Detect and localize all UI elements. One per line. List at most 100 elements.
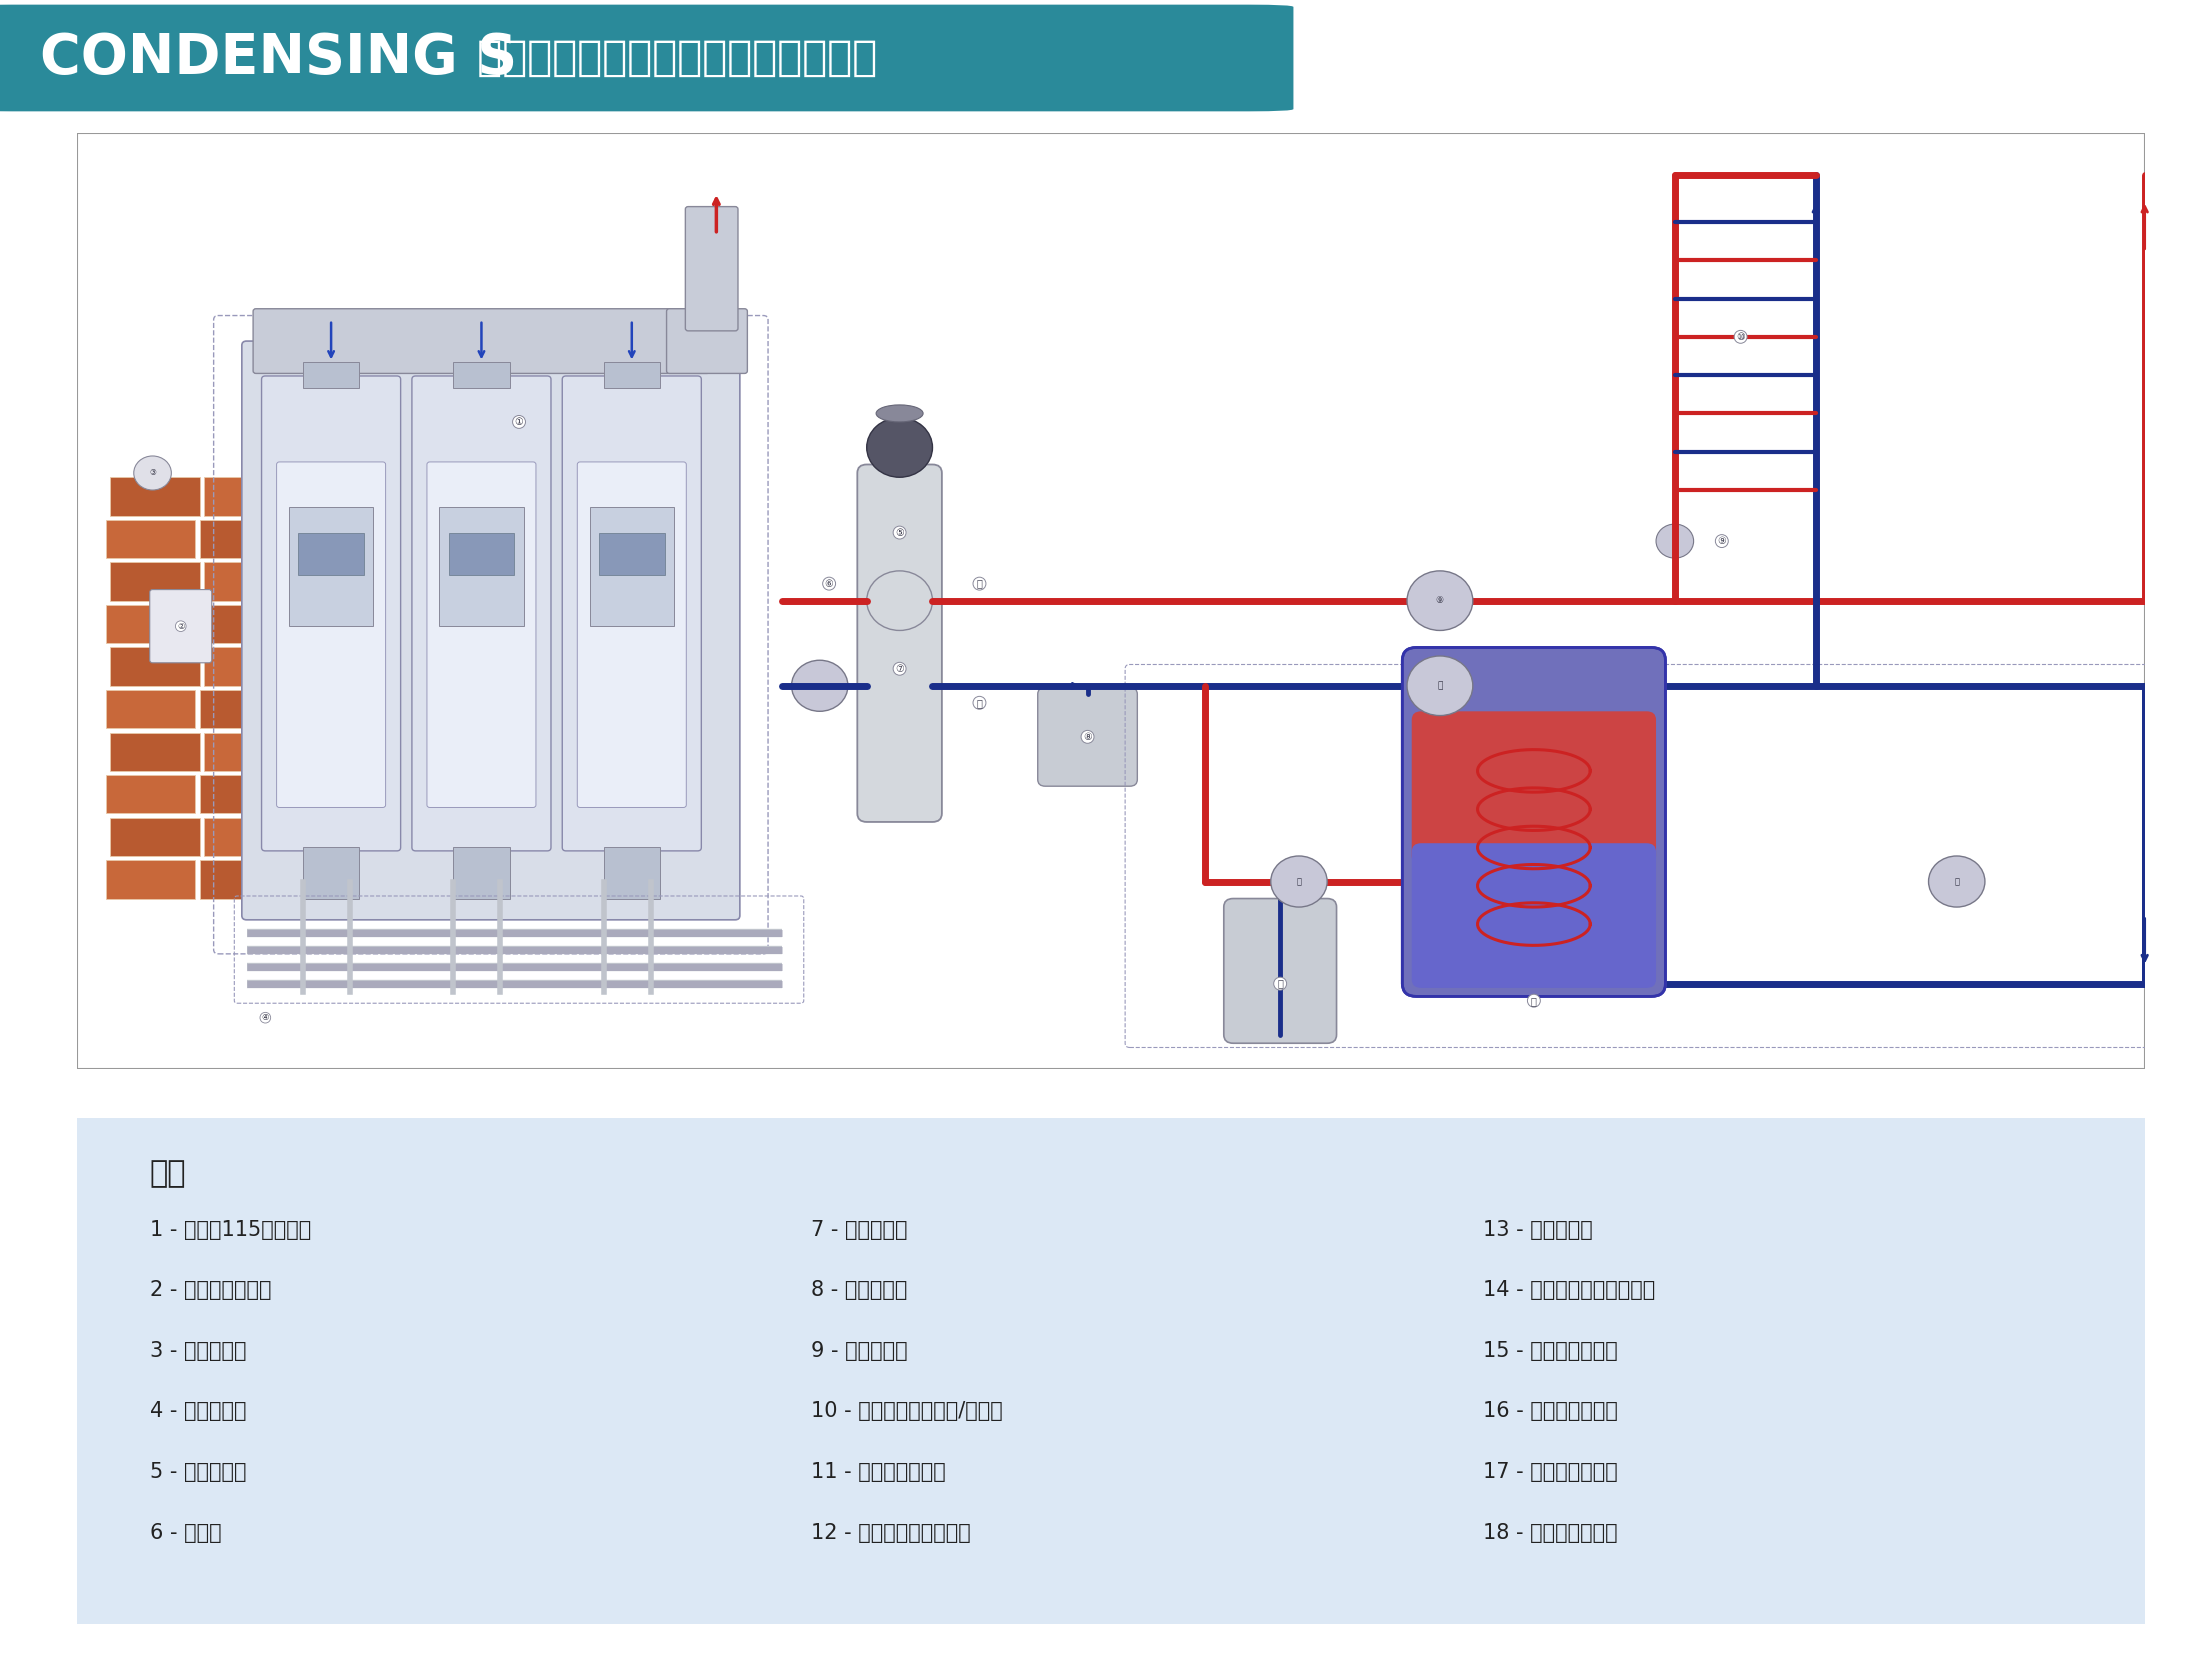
Bar xyxy=(111,562,199,601)
Text: ⑥: ⑥ xyxy=(825,578,834,588)
Bar xyxy=(599,532,666,575)
FancyBboxPatch shape xyxy=(411,376,551,852)
Bar xyxy=(449,532,515,575)
Circle shape xyxy=(1928,857,1985,906)
Text: ⑨: ⑨ xyxy=(1435,597,1444,605)
Bar xyxy=(106,689,195,729)
Text: 13 - 热水用户端: 13 - 热水用户端 xyxy=(1484,1220,1592,1239)
Text: 11 - 生活热水循环泵: 11 - 生活热水循环泵 xyxy=(811,1461,946,1481)
Bar xyxy=(203,732,294,771)
Text: ④: ④ xyxy=(261,1012,270,1022)
FancyBboxPatch shape xyxy=(562,376,701,852)
FancyBboxPatch shape xyxy=(0,5,1293,111)
Bar xyxy=(106,520,195,558)
FancyBboxPatch shape xyxy=(1411,711,1656,865)
Ellipse shape xyxy=(876,404,924,423)
Text: 10 - 用户末端（散热器/地热）: 10 - 用户末端（散热器/地热） xyxy=(811,1402,1004,1422)
Bar xyxy=(303,363,358,388)
FancyBboxPatch shape xyxy=(685,207,738,331)
Circle shape xyxy=(867,418,933,477)
Bar xyxy=(106,605,195,643)
Text: ⑩: ⑩ xyxy=(1736,331,1744,341)
Text: 15 - 生活热水膨胀罐: 15 - 生活热水膨胀罐 xyxy=(1484,1341,1618,1360)
Bar xyxy=(453,847,509,898)
Bar xyxy=(203,817,294,857)
FancyBboxPatch shape xyxy=(1037,688,1136,785)
Text: ①: ① xyxy=(515,418,524,428)
Bar xyxy=(106,860,195,898)
Text: 供暖及生活热水储罐并联安装示例图: 供暖及生活热水储罐并联安装示例图 xyxy=(464,36,878,80)
Text: 9 - 采暖循环泵: 9 - 采暖循环泵 xyxy=(811,1341,909,1360)
FancyBboxPatch shape xyxy=(1402,648,1665,996)
Bar xyxy=(590,507,674,626)
Bar xyxy=(199,605,290,643)
Bar xyxy=(604,363,659,388)
Text: ⑦: ⑦ xyxy=(895,664,904,674)
Bar xyxy=(440,507,524,626)
Text: 17 - 供水温度传感器: 17 - 供水温度传感器 xyxy=(1484,1461,1618,1481)
Text: 7 - 污垢分离器: 7 - 污垢分离器 xyxy=(811,1220,909,1239)
Text: 12 - 生活热水温度传感器: 12 - 生活热水温度传感器 xyxy=(811,1523,971,1543)
Text: CONDENSING S: CONDENSING S xyxy=(40,31,517,85)
Circle shape xyxy=(792,659,847,711)
Text: ⑭: ⑭ xyxy=(1296,877,1302,886)
Text: 8 - 系统膨胀罐: 8 - 系统膨胀罐 xyxy=(811,1281,909,1301)
Text: 4 - 冷凝排放口: 4 - 冷凝排放口 xyxy=(150,1402,245,1422)
FancyBboxPatch shape xyxy=(1225,898,1335,1044)
FancyBboxPatch shape xyxy=(858,464,942,822)
Text: ⑨: ⑨ xyxy=(1718,537,1727,547)
Text: 16 - 生活热水储存罐: 16 - 生活热水储存罐 xyxy=(1484,1402,1618,1422)
Bar xyxy=(290,507,374,626)
Text: 5 - 空气分离器: 5 - 空气分离器 xyxy=(150,1461,245,1481)
Text: ⑤: ⑤ xyxy=(895,527,904,537)
Bar xyxy=(303,847,358,898)
Text: 6 - 换热器: 6 - 换热器 xyxy=(150,1523,221,1543)
Text: ⑰: ⑰ xyxy=(977,578,982,588)
FancyBboxPatch shape xyxy=(150,590,212,663)
Text: ⑮: ⑮ xyxy=(1278,979,1282,989)
Text: 18 - 回水温度传感器: 18 - 回水温度传感器 xyxy=(1484,1523,1618,1543)
FancyBboxPatch shape xyxy=(261,376,400,852)
Text: 14 - 生活热水用户端循环泵: 14 - 生活热水用户端循环泵 xyxy=(1484,1281,1656,1301)
Bar xyxy=(604,847,659,898)
Circle shape xyxy=(1406,572,1473,630)
Text: ⑫: ⑫ xyxy=(1559,852,1565,860)
Text: ⑬: ⑬ xyxy=(1955,877,1959,886)
Text: 3 - 室外探测器: 3 - 室外探测器 xyxy=(150,1341,245,1360)
Bar xyxy=(203,477,294,515)
Bar xyxy=(111,732,199,771)
Bar xyxy=(106,775,195,814)
Text: 图例: 图例 xyxy=(150,1158,186,1188)
Bar xyxy=(199,520,290,558)
FancyBboxPatch shape xyxy=(577,462,685,807)
FancyBboxPatch shape xyxy=(66,1115,2156,1627)
FancyBboxPatch shape xyxy=(427,462,535,807)
Text: ②: ② xyxy=(177,621,184,631)
Circle shape xyxy=(1656,524,1694,558)
Bar xyxy=(111,477,199,515)
Bar xyxy=(298,532,365,575)
Bar xyxy=(203,648,294,686)
Bar xyxy=(199,775,290,814)
Text: 2 - 室内自动调温器: 2 - 室内自动调温器 xyxy=(150,1281,272,1301)
Bar xyxy=(453,363,509,388)
Bar xyxy=(199,689,290,729)
Text: 1 - 康丹森115冷凝锅炉: 1 - 康丹森115冷凝锅炉 xyxy=(150,1220,312,1239)
FancyBboxPatch shape xyxy=(77,133,2145,1069)
Circle shape xyxy=(1271,857,1327,906)
Text: ⑱: ⑱ xyxy=(977,698,982,708)
Text: ⑯: ⑯ xyxy=(1530,996,1537,1006)
FancyBboxPatch shape xyxy=(276,462,385,807)
Bar xyxy=(111,648,199,686)
Text: ③: ③ xyxy=(148,469,157,477)
Bar xyxy=(203,562,294,601)
FancyBboxPatch shape xyxy=(666,308,747,373)
Bar xyxy=(111,817,199,857)
Text: ⑪: ⑪ xyxy=(1437,681,1442,691)
Text: ⑧: ⑧ xyxy=(1083,732,1092,742)
FancyBboxPatch shape xyxy=(1411,843,1656,988)
Circle shape xyxy=(867,572,933,630)
FancyBboxPatch shape xyxy=(252,308,710,373)
FancyBboxPatch shape xyxy=(241,341,741,920)
Bar xyxy=(199,860,290,898)
